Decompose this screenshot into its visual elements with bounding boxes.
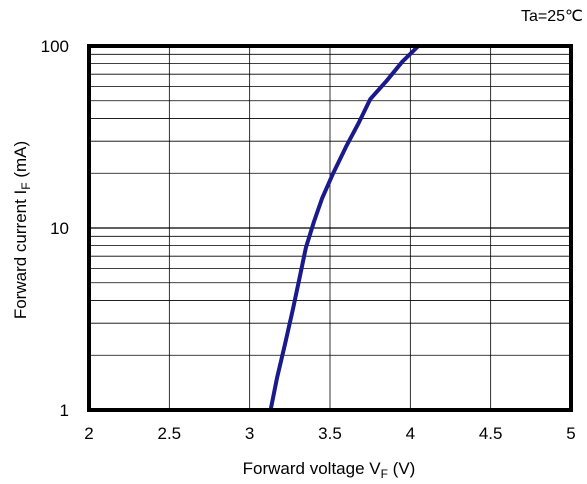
series-line	[268, 44, 421, 412]
x-tick-label: 3.5	[318, 424, 342, 443]
x-tick-label: 3	[245, 424, 254, 443]
plot-frame	[87, 44, 573, 412]
x-tick-label: 5	[566, 424, 575, 443]
x-axis-label-main: Forward voltage V	[243, 459, 382, 478]
x-tick-label: 2.5	[158, 424, 182, 443]
x-axis-label-unit: (V)	[388, 459, 415, 478]
y-tick-label: 1	[60, 401, 69, 420]
y-axis-label-sub: F	[19, 182, 33, 189]
y-tick-label: 10	[50, 219, 69, 238]
x-tick-label: 4	[406, 424, 415, 443]
y-axis-label-unit: (mA)	[11, 141, 30, 183]
x-tick-labels: 2 2.5 3 3.5 4 4.5 5	[84, 424, 575, 443]
x-tick-label: 2	[84, 424, 93, 443]
x-tick-label: 4.5	[479, 424, 503, 443]
x-axis-label-sub: F	[381, 467, 388, 481]
grid	[89, 46, 571, 410]
series-layer	[268, 44, 421, 412]
y-axis-label: Forward current IF (mA)	[11, 141, 33, 319]
y-tick-labels: 1 10 100	[41, 37, 69, 420]
annotation-temperature: Ta=25℃	[521, 8, 583, 25]
y-tick-label: 100	[41, 37, 69, 56]
y-axis-label-main: Forward current I	[11, 190, 30, 319]
x-axis-label: Forward voltage VF (V)	[243, 459, 416, 481]
